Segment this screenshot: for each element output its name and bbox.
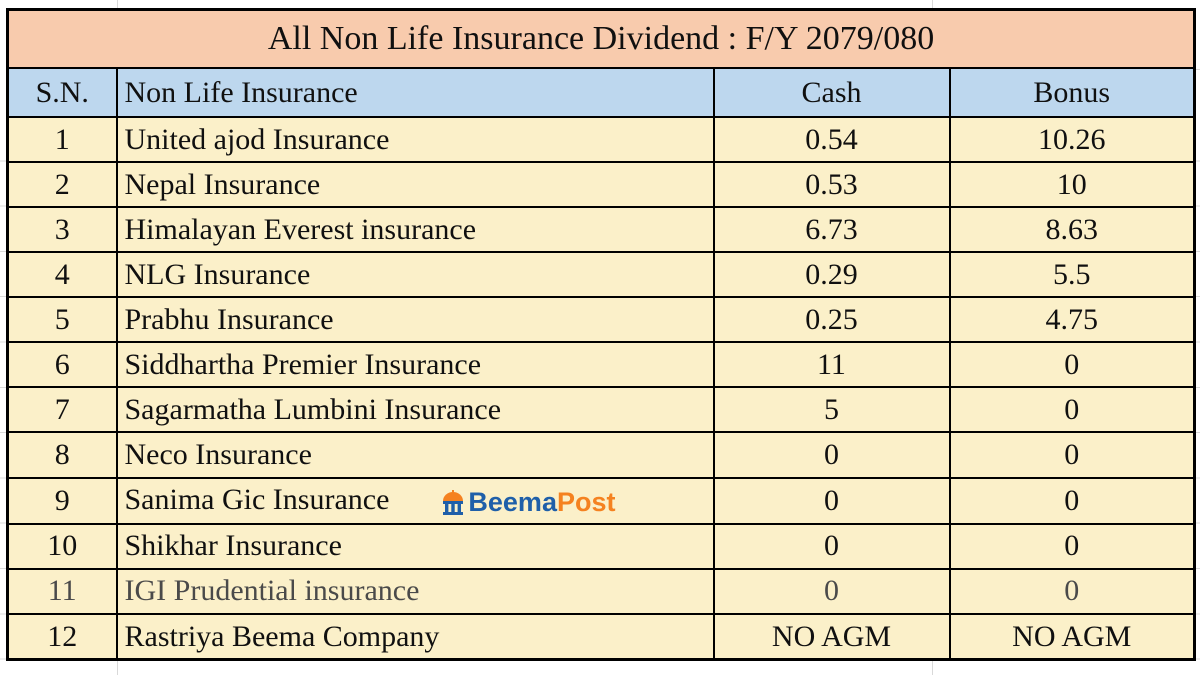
cell-bonus: 0	[948, 567, 1196, 615]
table-row: 7 Sagarmatha Lumbini Insurance 5 0	[6, 386, 1196, 434]
cell-bonus: 5.5	[948, 251, 1196, 299]
cell-bonus: 0	[948, 341, 1196, 389]
col-header-sn: S.N.	[6, 67, 118, 118]
cell-cash: 0.25	[712, 296, 951, 344]
title-row: All Non Life Insurance Dividend : F/Y 20…	[6, 8, 1196, 69]
cell-name: Shikhar Insurance	[115, 522, 715, 570]
cell-bonus: NO AGM	[948, 612, 1196, 661]
table-row: 12 Rastriya Beema Company NO AGM NO AGM	[6, 612, 1196, 661]
cell-cash: 0	[712, 476, 951, 525]
header-row: S.N. Non Life Insurance Cash Bonus	[6, 67, 1196, 118]
cell-cash: 5	[712, 386, 951, 434]
table-row: 8 Neco Insurance 0 0	[6, 431, 1196, 479]
beemapost-logo-text-secondary: Post	[556, 487, 616, 518]
cell-sn: 2	[6, 161, 118, 209]
sheet-gridlines-right	[1193, 116, 1200, 662]
cell-bonus: 10.26	[948, 115, 1196, 164]
cell-sn: 10	[6, 522, 118, 570]
cell-cash: 0	[712, 431, 951, 479]
cell-cash: 0	[712, 522, 951, 570]
table-row: 4 NLG Insurance 0.29 5.5	[6, 251, 1196, 299]
cell-cash: 0.54	[712, 115, 951, 164]
cell-sn: 1	[6, 115, 118, 164]
sheet-gridlines-left	[0, 116, 6, 662]
table-title: All Non Life Insurance Dividend : F/Y 20…	[6, 8, 1196, 69]
cell-bonus: 0	[948, 522, 1196, 570]
cell-cash: 0.53	[712, 161, 951, 209]
cell-name: Sagarmatha Lumbini Insurance	[115, 386, 715, 434]
sheet-gridline	[1193, 69, 1200, 70]
cell-sn: 11	[6, 567, 118, 615]
cell-sn: 8	[6, 431, 118, 479]
cell-bonus: 8.63	[948, 206, 1196, 254]
cell-bonus: 0	[948, 476, 1196, 525]
cell-name: Neco Insurance	[115, 431, 715, 479]
col-header-cash: Cash	[712, 67, 951, 118]
cell-name-text: Sanima Gic Insurance	[124, 483, 390, 517]
cell-name: Himalayan Everest insurance	[115, 206, 715, 254]
dividend-table: All Non Life Insurance Dividend : F/Y 20…	[6, 8, 1197, 661]
beemapost-logo: Beema Post	[441, 487, 616, 518]
cell-name: Nepal Insurance	[115, 161, 715, 209]
table-row: 5 Prabhu Insurance 0.25 4.75	[6, 296, 1196, 344]
sheet-gridline	[117, 0, 118, 8]
cell-name: NLG Insurance	[115, 251, 715, 299]
cell-name: Prabhu Insurance	[115, 296, 715, 344]
cell-sn: 5	[6, 296, 118, 344]
cell-bonus: 10	[948, 161, 1196, 209]
cell-sn: 4	[6, 251, 118, 299]
col-header-name: Non Life Insurance	[115, 67, 715, 118]
col-header-bonus: Bonus	[948, 67, 1196, 118]
cell-sn: 12	[6, 612, 118, 661]
cell-cash: NO AGM	[712, 612, 951, 661]
cell-bonus: 4.75	[948, 296, 1196, 344]
sheet-gridline	[932, 0, 933, 8]
cell-name: United ajod Insurance	[115, 115, 715, 164]
pavilion-icon	[443, 489, 464, 515]
cell-bonus: 0	[948, 431, 1196, 479]
cell-cash: 11	[712, 341, 951, 389]
cell-sn: 3	[6, 206, 118, 254]
cell-sn: 7	[6, 386, 118, 434]
table-row: 11 IGI Prudential insurance 0 0	[6, 567, 1196, 615]
sheet-gridline	[932, 661, 933, 675]
cell-cash: 0.29	[712, 251, 951, 299]
sheet-gridline	[117, 661, 118, 675]
table-row: 9 Sanima Gic Insurance Beema Post 0 0	[6, 476, 1196, 525]
table-row: 6 Siddhartha Premier Insurance 11 0	[6, 341, 1196, 389]
beemapost-logo-text-primary: Beema	[468, 487, 557, 518]
cell-name: IGI Prudential insurance	[115, 567, 715, 615]
cell-sn: 6	[6, 341, 118, 389]
table-row: 2 Nepal Insurance 0.53 10	[6, 161, 1196, 209]
cell-cash: 0	[712, 567, 951, 615]
cell-bonus: 0	[948, 386, 1196, 434]
table-row: 3 Himalayan Everest insurance 6.73 8.63	[6, 206, 1196, 254]
cell-name: Siddhartha Premier Insurance	[115, 341, 715, 389]
cell-cash: 6.73	[712, 206, 951, 254]
table-body: 1 United ajod Insurance 0.54 10.26 2 Nepal In…	[6, 115, 1196, 661]
cell-sn: 9	[6, 476, 118, 525]
cell-name: Sanima Gic Insurance Beema Post	[115, 476, 715, 525]
cell-name: Rastriya Beema Company	[115, 612, 715, 661]
table-row: 10 Shikhar Insurance 0 0	[6, 522, 1196, 570]
table-row: 1 United ajod Insurance 0.54 10.26	[6, 115, 1196, 164]
